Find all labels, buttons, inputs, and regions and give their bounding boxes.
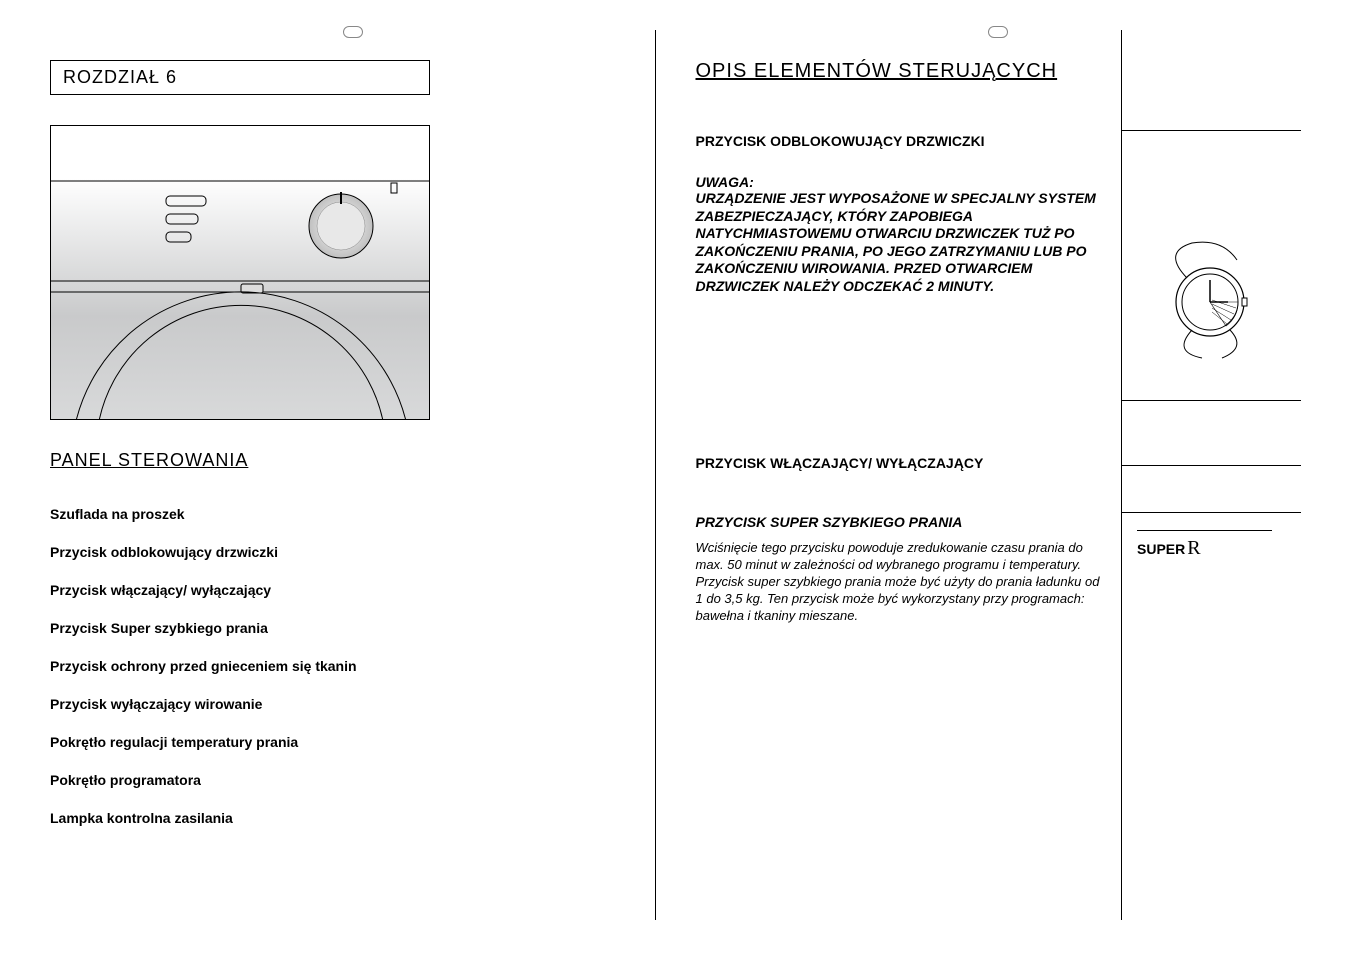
- watch-icon: [1152, 240, 1272, 360]
- chapter-box: ROZDZIAŁ 6: [50, 60, 430, 95]
- subsection-door-unlock: PRZYCISK ODBLOKOWUJĄCY DRZWICZKI: [696, 133, 1107, 149]
- subsection-super-rapid: PRZYCISK SUPER SZYBKIEGO PRANIA: [696, 514, 1107, 530]
- left-main-column: ROZDZIAŁ 6: [50, 30, 655, 924]
- super-label: SUPER R: [1137, 537, 1286, 560]
- right-side-column: SUPER R: [1121, 30, 1301, 920]
- section-heading: PANEL STEROWANIA: [50, 450, 640, 471]
- list-item: Lampka kontrolna zasilania: [50, 810, 640, 826]
- super-text: SUPER: [1137, 541, 1185, 557]
- right-page: OPIS ELEMENTÓW STERUJĄCYCH PRZYCISK ODBL…: [676, 20, 1322, 934]
- side-divider: [1122, 512, 1301, 513]
- list-item: Pokrętło programatora: [50, 772, 640, 788]
- side-divider: [1122, 465, 1301, 466]
- subsection-onoff: PRZYCISK WŁĄCZAJĄCY/ WYŁĄCZAJĄCY: [696, 455, 1107, 471]
- side-divider: [1122, 400, 1301, 401]
- warning-label: UWAGA:: [696, 174, 1107, 190]
- control-list: Szuflada na proszek Przycisk odblokowują…: [50, 506, 640, 826]
- washing-machine-svg: [51, 126, 430, 420]
- right-heading: OPIS ELEMENTÓW STERUJĄCYCH: [696, 60, 1107, 83]
- left-page: ROZDZIAŁ 6: [30, 20, 676, 934]
- list-item: Pokrętło regulacji temperatury prania: [50, 734, 640, 750]
- right-main-column: OPIS ELEMENTÓW STERUJĄCYCH PRZYCISK ODBL…: [696, 30, 1122, 924]
- warning-block: UWAGA: URZĄDZENIE JEST WYPOSAŻONE W SPEC…: [696, 174, 1107, 295]
- chapter-title: ROZDZIAŁ 6: [63, 67, 417, 88]
- list-item: Przycisk ochrony przed gnieceniem się tk…: [50, 658, 640, 674]
- side-divider: [1122, 130, 1301, 131]
- underline-divider: [1137, 530, 1272, 531]
- punch-hole-icon: [988, 26, 1008, 38]
- super-rapid-side-label: SUPER R: [1122, 520, 1301, 570]
- list-item: Przycisk włączający/ wyłączający: [50, 582, 640, 598]
- list-item: Przycisk Super szybkiego prania: [50, 620, 640, 636]
- list-item: Szuflada na proszek: [50, 506, 640, 522]
- control-panel-illustration: [50, 125, 430, 420]
- super-rapid-description: Wciśnięcie tego przycisku powoduje zredu…: [696, 540, 1107, 624]
- warning-text: URZĄDZENIE JEST WYPOSAŻONE W SPECJALNY S…: [696, 190, 1107, 295]
- list-item: Przycisk odblokowujący drzwiczki: [50, 544, 640, 560]
- left-side-divider: [655, 30, 656, 920]
- super-r-icon: R: [1187, 537, 1200, 560]
- punch-hole-icon: [343, 26, 363, 38]
- list-item: Przycisk wyłączający wirowanie: [50, 696, 640, 712]
